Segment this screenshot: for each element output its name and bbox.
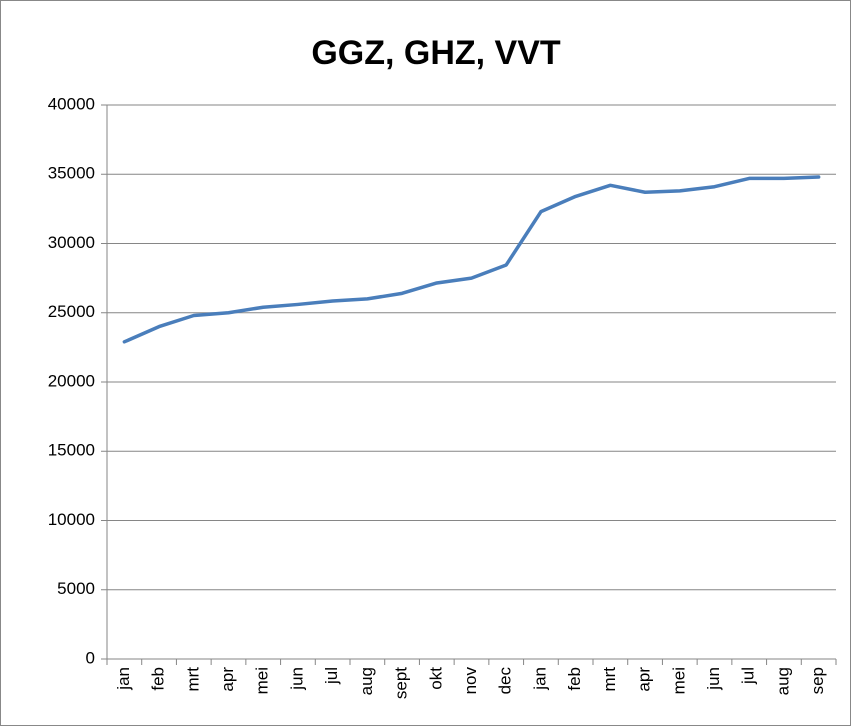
y-tick-label: 35000 (48, 164, 95, 183)
y-tick-label: 30000 (48, 233, 95, 252)
x-tick-label: sept (392, 667, 411, 699)
x-tick-label: jan (114, 667, 133, 691)
x-tick-label: mei (253, 667, 272, 694)
x-tick-label: aug (773, 667, 792, 695)
y-tick-label: 20000 (48, 371, 95, 390)
y-tick-label: 0 (86, 648, 95, 667)
x-tick-label: apr (635, 667, 654, 692)
x-tick-label: mrt (183, 667, 202, 692)
x-tick-label: okt (426, 667, 445, 690)
x-tick-label: nov (461, 667, 480, 695)
x-tick-label: mei (669, 667, 688, 694)
y-tick-label: 40000 (48, 94, 95, 113)
x-tick-label: sep (808, 667, 827, 694)
y-tick-label: 10000 (48, 510, 95, 529)
y-tick-label: 25000 (48, 302, 95, 321)
x-tick-label: apr (218, 667, 237, 692)
x-tick-label: jun (287, 667, 306, 691)
x-tick-label: mrt (600, 667, 619, 692)
x-tick-label: dec (496, 667, 515, 695)
series-line (122, 175, 821, 344)
x-tick-label: jun (704, 667, 723, 691)
y-tick-label: 5000 (57, 579, 95, 598)
y-tick-label: 15000 (48, 441, 95, 460)
x-tick-label: jan (530, 667, 549, 691)
chart-title: GGZ, GHZ, VVT (311, 34, 561, 72)
x-tick-label: feb (149, 667, 168, 691)
x-tick-label: aug (357, 667, 376, 695)
x-tick-label: jul (322, 667, 341, 685)
x-tick-label: feb (565, 667, 584, 691)
x-tick-label: jul (739, 667, 758, 685)
